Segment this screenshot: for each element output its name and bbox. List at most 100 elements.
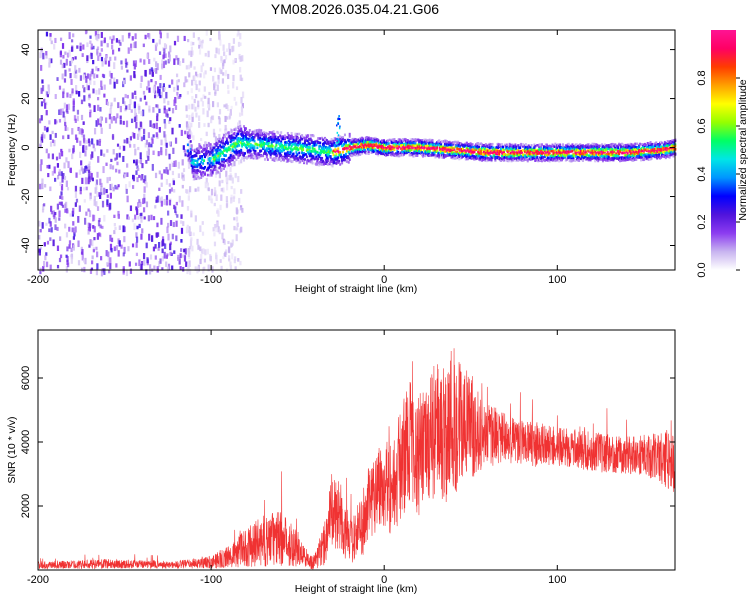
heatmap-noise-cell	[156, 86, 160, 94]
heatmap-signal-cell	[198, 176, 201, 180]
heatmap-signal-cell	[276, 148, 279, 152]
heatmap-noise-cell	[197, 186, 200, 192]
heatmap-noise-cell	[157, 247, 160, 251]
heatmap-signal-cell	[193, 165, 196, 169]
heatmap-signal-cell	[316, 150, 319, 154]
heatmap-noise-cell	[80, 114, 84, 121]
heatmap-noise-cell	[89, 268, 93, 274]
heatmap-noise-cell	[132, 175, 136, 182]
heatmap-signal-cell	[231, 148, 234, 151]
heatmap-noise-cell	[103, 215, 106, 222]
heatmap-signal-cell	[244, 133, 247, 137]
heatmap-noise-cell	[71, 88, 74, 94]
heatmap-noise-cell	[239, 205, 243, 210]
heatmap-signal-cell	[292, 136, 295, 139]
heatmap-signal-cell	[260, 154, 263, 158]
heatmap-noise-cell	[158, 39, 161, 45]
heatmap-noise-cell	[85, 75, 88, 83]
heatmap-signal-cell	[231, 145, 234, 148]
heatmap-noise-cell	[147, 149, 150, 156]
heatmap-signal-cell	[547, 156, 550, 160]
heatmap-noise-cell	[84, 257, 87, 265]
heatmap-noise-cell	[233, 96, 236, 101]
heatmap-noise-cell	[187, 38, 190, 43]
heatmap-noise-cell	[143, 186, 146, 193]
heatmap-signal-cell	[326, 157, 329, 160]
heatmap-signal-cell	[617, 154, 620, 158]
heatmap-noise-cell	[82, 44, 85, 50]
heatmap-signal-cell	[330, 144, 333, 148]
heatmap-noise-cell	[82, 121, 85, 125]
heatmap-signal-cell	[303, 158, 306, 161]
heatmap-signal-cell	[270, 152, 273, 155]
heatmap-noise-cell	[68, 226, 71, 232]
heatmap-noise-cell	[167, 210, 170, 216]
heatmap-signal-cell	[317, 161, 320, 165]
heatmap-signal-cell	[440, 150, 443, 154]
heatmap-noise-cell	[89, 239, 92, 246]
heatmap-noise-cell	[122, 97, 125, 104]
heatmap-noise-cell	[183, 255, 187, 262]
heatmap-noise-cell	[142, 128, 146, 135]
heatmap-signal-cell	[283, 136, 286, 140]
heatmap-noise-cell	[55, 120, 58, 124]
heatmap-noise-cell	[154, 205, 157, 209]
heatmap-signal-cell	[302, 145, 305, 149]
heatmap-noise-cell	[72, 244, 75, 251]
heatmap-noise-cell	[43, 242, 46, 247]
heatmap-noise-cell	[113, 246, 116, 252]
heatmap-noise-cell	[155, 42, 158, 47]
heatmap-signal-cell	[197, 169, 200, 173]
heatmap-noise-cell	[137, 109, 141, 114]
heatmap-signal-cell	[264, 142, 267, 146]
heatmap-noise-cell	[154, 81, 157, 85]
heatmap-noise-cell	[125, 188, 128, 194]
heatmap-signal-cell	[556, 146, 559, 150]
heatmap-noise-cell	[91, 255, 94, 260]
heatmap-signal-cell	[601, 151, 604, 155]
heatmap-signal-cell	[524, 143, 527, 146]
heatmap-signal-cell	[279, 145, 282, 148]
heatmap-signal-cell	[524, 158, 527, 161]
heatmap-noise-cell	[222, 187, 225, 193]
heatmap-noise-cell	[86, 55, 89, 61]
heatmap-signal-cell	[584, 150, 587, 154]
heatmap-signal-cell	[201, 158, 204, 161]
heatmap-noise-cell	[129, 99, 132, 105]
heatmap-signal-cell	[298, 151, 301, 155]
heatmap-noise-cell	[66, 127, 69, 131]
heatmap-noise-cell	[183, 248, 186, 253]
heatmap-signal-cell	[215, 171, 218, 175]
heatmap-noise-cell	[92, 225, 95, 229]
heatmap-signal-cell	[251, 135, 254, 139]
heatmap-noise-cell	[146, 53, 149, 59]
heatmap-signal-cell	[198, 143, 201, 146]
heatmap-noise-cell	[148, 108, 151, 113]
heatmap-noise-cell	[229, 261, 232, 267]
heatmap-noise-cell	[110, 247, 113, 253]
heatmap-noise-cell	[144, 69, 147, 77]
heatmap-noise-cell	[42, 204, 45, 210]
heatmap-noise-cell	[178, 61, 182, 66]
heatmap-signal-cell	[310, 141, 313, 145]
heatmap-noise-cell	[238, 228, 241, 233]
heatmap-noise-cell	[71, 128, 74, 135]
heatmap-signal-cell	[345, 160, 348, 163]
heatmap-signal-cell	[196, 161, 199, 165]
heatmap-signal-cell	[440, 142, 443, 146]
heatmap-signal-cell	[255, 134, 258, 137]
heatmap-noise-cell	[139, 97, 142, 102]
heatmap-signal-cell	[473, 148, 476, 152]
heatmap-noise-cell	[105, 162, 108, 166]
heatmap-signal-cell	[426, 139, 429, 142]
heatmap-signal-cell	[360, 138, 363, 141]
heatmap-noise-cell	[190, 210, 193, 218]
heatmap-noise-cell	[111, 44, 114, 50]
heatmap-signal-cell	[621, 158, 624, 162]
heatmap-signal-cell	[453, 146, 456, 150]
heatmap-noise-cell	[148, 68, 152, 75]
heatmap-noise-cell	[113, 81, 116, 89]
heatmap-signal-cell	[305, 155, 308, 159]
heatmap-signal-cell	[220, 141, 223, 144]
